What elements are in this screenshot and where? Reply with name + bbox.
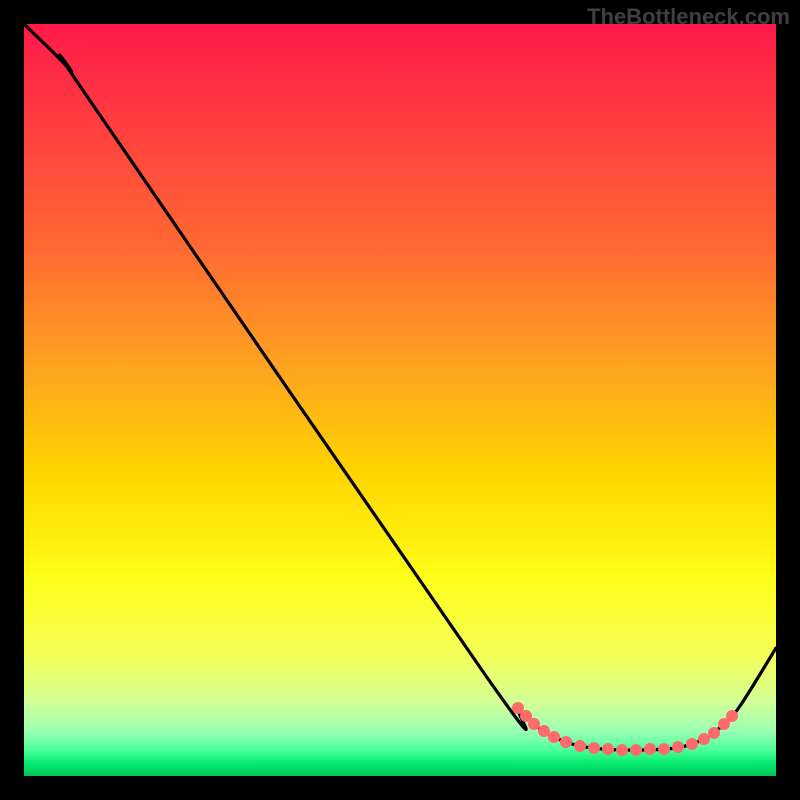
curve-marker: [602, 743, 614, 755]
curve-marker: [528, 718, 540, 730]
chart-container: TheBottleneck.com: [0, 0, 800, 800]
curve-marker: [538, 725, 550, 737]
curve-marker: [672, 741, 684, 753]
watermark-text: TheBottleneck.com: [587, 4, 790, 30]
curve-marker: [588, 742, 600, 754]
curve-marker: [686, 738, 698, 750]
chart-svg: [0, 0, 800, 800]
curve-marker: [644, 743, 656, 755]
curve-marker: [708, 727, 720, 739]
curve-marker: [574, 740, 586, 752]
curve-marker: [548, 731, 560, 743]
curve-marker: [630, 744, 642, 756]
curve-marker: [616, 744, 628, 756]
curve-marker: [726, 710, 738, 722]
curve-marker: [560, 736, 572, 748]
plot-background: [24, 24, 776, 776]
curve-marker: [698, 733, 710, 745]
curve-marker: [658, 743, 670, 755]
